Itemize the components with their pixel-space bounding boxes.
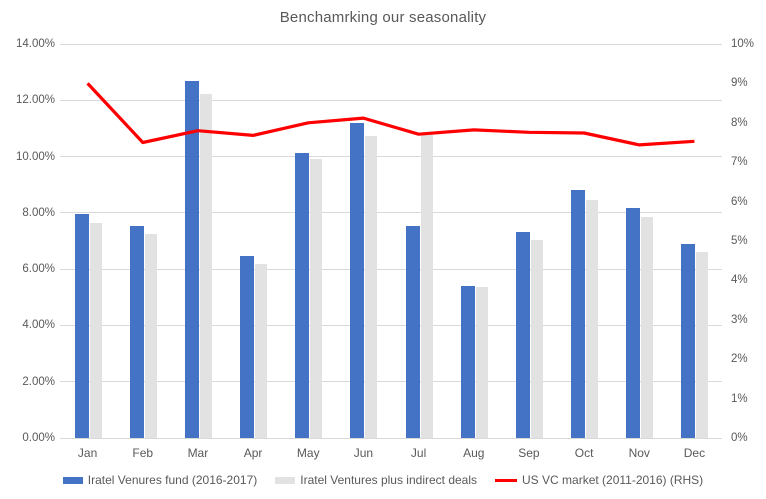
bar-iratel-indirect xyxy=(255,264,268,438)
legend-label: Iratel Ventures plus indirect deals xyxy=(300,473,478,487)
legend-swatch-gray-bar xyxy=(275,476,296,484)
bar-iratel-indirect xyxy=(144,233,157,438)
x-axis-category-label: May xyxy=(296,446,320,460)
bar-iratel-indirect xyxy=(420,135,433,438)
bar-iratel-fund xyxy=(295,153,310,438)
x-axis-category-label: Nov xyxy=(628,446,650,460)
y-axis-left-tick-label: 2.00% xyxy=(22,375,55,388)
bar-iratel-indirect xyxy=(475,287,488,438)
gridline xyxy=(60,99,722,101)
y-axis-right-tick-label: 5% xyxy=(731,235,748,247)
y-axis-left-tick-label: 14.00% xyxy=(15,38,55,50)
plot-area xyxy=(60,43,722,439)
bar-iratel-fund xyxy=(681,244,696,438)
gridline xyxy=(60,212,722,214)
bar-iratel-fund xyxy=(184,81,199,438)
gridline xyxy=(60,156,722,158)
bar-iratel-indirect xyxy=(89,223,102,438)
bar-iratel-fund xyxy=(405,225,420,438)
us-vc-market-line xyxy=(86,82,695,147)
gridline xyxy=(60,324,722,326)
legend-label: Iratel Venures fund (2016-2017) xyxy=(87,473,258,487)
y-axis-right-tick-label: 0% xyxy=(731,432,748,444)
y-axis-right-tick-label: 9% xyxy=(731,77,748,90)
gridline xyxy=(60,381,722,383)
x-axis-category-label: Jun xyxy=(353,446,374,460)
y-axis-left-tick-label: 10.00% xyxy=(15,150,55,163)
bar-iratel-fund xyxy=(350,123,365,438)
bar-iratel-fund xyxy=(571,189,586,438)
bar-iratel-fund xyxy=(74,214,89,438)
chart-title: Benchamrking our seasonality xyxy=(279,9,487,26)
bar-iratel-indirect xyxy=(641,217,654,438)
legend-item-iratel-indirect: Iratel Ventures plus indirect deals xyxy=(275,473,477,487)
legend-item-iratel-fund: Iratel Venures fund (2016-2017) xyxy=(62,473,258,487)
legend-item-us-vc-market: US VC market (2011-2016) (RHS) xyxy=(495,473,703,487)
y-axis-right-tick-label: 10% xyxy=(731,38,755,50)
line-series-layer xyxy=(86,82,695,147)
legend-swatch-red-line xyxy=(495,478,518,482)
x-axis-category-label: Oct xyxy=(574,446,594,460)
bar-iratel-indirect xyxy=(310,159,323,438)
bar-iratel-fund xyxy=(515,232,530,438)
y-axis-left-tick-label: 4.00% xyxy=(22,319,55,332)
gridline xyxy=(60,43,722,45)
y-axis-right-tick-label: 7% xyxy=(731,156,748,169)
bar-iratel-indirect xyxy=(199,94,212,438)
gridline xyxy=(60,437,722,439)
y-axis-right-tick-label: 2% xyxy=(731,353,748,366)
y-axis-right-tick-label: 8% xyxy=(731,116,748,129)
y-axis-left-tick-label: 8.00% xyxy=(22,206,55,219)
bar-iratel-fund xyxy=(240,255,255,438)
y-axis-left-tick-label: 6.00% xyxy=(22,263,55,276)
y-axis-right-tick-label: 1% xyxy=(731,392,748,405)
x-axis-category-label: Feb xyxy=(132,446,154,460)
x-axis-category-label: Jan xyxy=(77,446,98,460)
x-axis-category-label: Dec xyxy=(683,446,706,460)
bar-iratel-indirect xyxy=(696,252,709,438)
x-axis-category-label: Apr xyxy=(243,446,263,460)
bar-iratel-fund xyxy=(626,208,641,438)
bar-iratel-indirect xyxy=(365,136,378,438)
gridline xyxy=(60,268,722,270)
legend: Iratel Venures fund (2016-2017) Iratel V… xyxy=(0,469,766,491)
y-axis-left-tick-label: 12.00% xyxy=(15,94,55,107)
x-axis-category-label: Sep xyxy=(518,446,540,460)
bar-iratel-indirect xyxy=(530,240,543,438)
y-axis-right-tick-label: 3% xyxy=(731,313,748,326)
legend-swatch-blue-bar xyxy=(62,476,83,484)
bar-iratel-indirect xyxy=(586,199,599,438)
x-axis-category-label: Jul xyxy=(410,446,427,460)
y-axis-left-tick-label: 0.00% xyxy=(22,432,55,444)
x-axis-category-label: Mar xyxy=(187,446,209,460)
y-axis-right-tick-label: 4% xyxy=(731,274,748,287)
x-axis-category-label: Aug xyxy=(463,446,485,460)
y-axis-right-tick-label: 6% xyxy=(731,195,748,208)
bar-iratel-fund xyxy=(460,286,475,438)
legend-label: US VC market (2011-2016) (RHS) xyxy=(522,473,704,487)
bar-iratel-fund xyxy=(129,225,144,438)
